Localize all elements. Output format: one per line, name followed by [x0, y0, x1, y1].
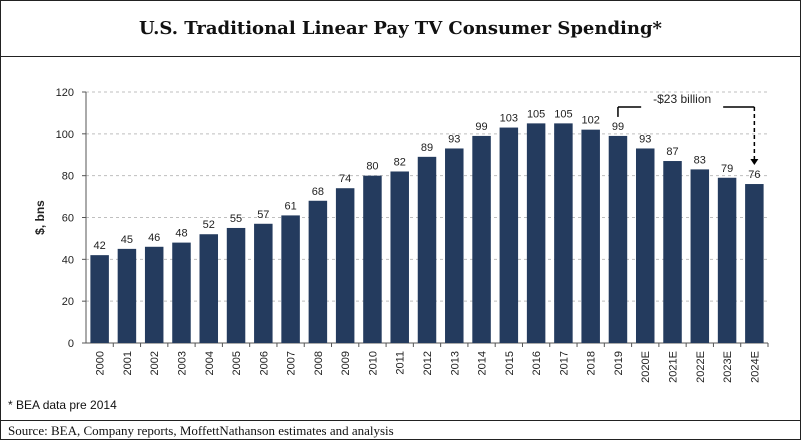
data-label: 93 [639, 133, 651, 145]
x-tick-label: 2013 [449, 351, 461, 375]
bar [745, 184, 764, 343]
data-label: 83 [694, 154, 706, 166]
data-label: 55 [230, 213, 242, 225]
data-label: 57 [257, 209, 269, 221]
bar [90, 255, 109, 343]
annotation-label-bg [641, 98, 724, 112]
data-label: 105 [527, 108, 545, 120]
y-tick-label: 120 [56, 87, 74, 99]
x-tick-label: 2003 [176, 351, 188, 375]
bar [417, 156, 437, 343]
source-text: Source: BEA, Company reports, MoffettNat… [8, 423, 394, 438]
y-tick-label: 80 [62, 171, 74, 183]
data-label: 105 [554, 108, 572, 120]
bar [226, 227, 246, 343]
chart-title: U.S. Traditional Linear Pay TV Consumer … [139, 17, 662, 39]
data-label: 46 [148, 232, 160, 244]
data-label: 48 [175, 228, 187, 240]
x-tick-label: 2000 [95, 351, 107, 375]
y-tick-label: 0 [68, 338, 74, 350]
bar [254, 223, 273, 343]
data-label: 99 [612, 121, 624, 133]
bar [199, 234, 219, 343]
bar [608, 135, 628, 343]
data-label: 87 [666, 146, 678, 158]
data-label: 68 [312, 186, 324, 198]
annotation-label: -$23 billion [653, 92, 711, 106]
x-tick-label: 2005 [231, 351, 243, 375]
bar [581, 129, 600, 343]
data-label: 103 [500, 113, 518, 125]
data-label: 89 [421, 142, 433, 154]
data-label: 52 [203, 219, 215, 231]
annotation-arrowhead [750, 159, 759, 166]
data-label: 79 [721, 163, 733, 175]
bar [472, 135, 491, 343]
source-box: Source: BEA, Company reports, MoffettNat… [0, 420, 801, 440]
x-tick-label: 2008 [313, 351, 325, 375]
x-tick-label: 2010 [367, 351, 379, 375]
bar [117, 248, 137, 343]
bar [554, 123, 573, 343]
x-tick-label: 2022E [695, 351, 707, 383]
bar [172, 242, 191, 343]
data-label: 74 [339, 173, 351, 185]
bar [363, 175, 382, 343]
x-tick-label: 2004 [204, 351, 216, 375]
data-label: 102 [582, 115, 600, 127]
bar [144, 246, 164, 343]
bar [690, 169, 710, 343]
y-tick-label: 100 [56, 129, 74, 141]
x-tick-label: 2006 [258, 351, 270, 375]
x-tick-label: 2020E [640, 351, 652, 383]
y-tick-label: 40 [62, 254, 74, 266]
bar [663, 161, 682, 343]
bar [717, 177, 737, 343]
x-tick-label: 2018 [586, 351, 598, 375]
bar [281, 215, 300, 343]
title-box: U.S. Traditional Linear Pay TV Consumer … [0, 0, 801, 57]
bar [526, 123, 546, 343]
y-tick-label: 60 [62, 213, 74, 225]
footnote: * BEA data pre 2014 [8, 398, 117, 412]
data-label: 82 [394, 156, 406, 168]
x-tick-label: 2001 [122, 351, 134, 375]
data-label: 61 [284, 200, 296, 212]
x-tick-label: 2019 [613, 351, 625, 375]
data-label: 99 [475, 121, 487, 133]
data-label: 93 [448, 133, 460, 145]
bar [308, 200, 328, 343]
x-tick-label: 2024E [749, 351, 761, 383]
bar [499, 127, 519, 343]
bar [335, 188, 355, 343]
y-axis-label: $, bns [33, 200, 47, 235]
x-tick-label: 2015 [504, 351, 516, 375]
bar [635, 148, 655, 343]
x-tick-label: 2023E [722, 351, 734, 383]
x-tick-label: 2021E [668, 351, 680, 383]
x-tick-label: 2009 [340, 351, 352, 375]
data-label: 42 [94, 240, 106, 252]
x-tick-label: 2014 [477, 351, 489, 375]
x-tick-label: 2002 [149, 351, 161, 375]
x-tick-label: 2007 [286, 351, 298, 375]
data-label: 76 [748, 169, 760, 181]
data-label: 80 [366, 161, 378, 173]
data-label: 45 [121, 234, 133, 246]
bar [445, 148, 464, 343]
x-tick-label: 2016 [531, 351, 543, 375]
x-tick-label: 2011 [395, 351, 407, 375]
x-tick-label: 2017 [558, 351, 570, 375]
x-tick-label: 2012 [422, 351, 434, 375]
y-tick-label: 20 [62, 296, 74, 308]
bar [390, 171, 409, 343]
